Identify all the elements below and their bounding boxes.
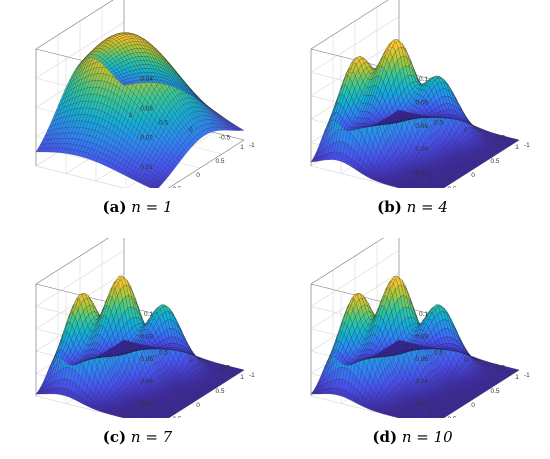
x-tick-label: 0: [196, 402, 200, 409]
surface-mesh: [310, 39, 520, 188]
z-tick-label: 0.06: [140, 356, 153, 363]
axis-box-edge: [35, 0, 114, 50]
surface-plot-d-svg: 00.020.040.060.080.1-1-0.500.51-1-0.500.…: [310, 238, 530, 418]
z-tick-label: 0.02: [140, 401, 153, 408]
z-tick-label: 0.01: [140, 164, 153, 171]
x-tick-label: -0.5: [445, 186, 457, 188]
surface-patch: [238, 369, 245, 372]
x-tick-label: 0.5: [215, 158, 224, 165]
y-tick-label: -0.5: [219, 135, 231, 142]
caption-a-text: n = 1: [126, 198, 173, 216]
x-tick-label: 0.5: [490, 158, 499, 165]
y-tick-label: 0: [189, 127, 193, 134]
y-tick-label: -0.5: [219, 365, 231, 372]
caption-a: (a) n = 1: [0, 198, 275, 216]
caption-a-letter: (a): [102, 198, 127, 216]
caption-b-letter: (b): [377, 198, 402, 216]
y-tick-label: -1: [524, 142, 530, 149]
z-tick-label: 0.08: [415, 99, 428, 106]
x-tick-label: -0.5: [170, 186, 182, 188]
y-tick-label: 0: [189, 357, 193, 364]
axis-box-edge: [35, 238, 109, 285]
surface-mesh: [35, 32, 245, 188]
z-tick-label: 0.1: [144, 311, 153, 318]
y-tick-label: 1: [129, 112, 133, 119]
z-tick-label: 0.08: [140, 333, 153, 340]
y-tick-label: 1: [404, 112, 408, 119]
x-tick-label: 0: [471, 172, 475, 179]
z-tick-label: 0.1: [419, 76, 428, 83]
surface-plot-b: 00.020.040.060.080.1-1-0.500.51-1-0.500.…: [275, 0, 550, 188]
y-tick-label: 0.5: [159, 120, 168, 127]
surface-patch: [238, 128, 245, 131]
surface-plot-a: 00.010.020.030.04-1-0.500.51-1-0.500.51: [0, 0, 275, 188]
surface-mesh: [35, 275, 245, 418]
axis-box-edge: [310, 0, 389, 50]
caption-c-text: n = 7: [126, 428, 173, 446]
y-tick-label: -0.5: [494, 135, 506, 142]
x-tick-label: 1: [240, 144, 244, 151]
caption-b-text: n = 4: [401, 198, 448, 216]
z-tick-label: 0.04: [415, 146, 428, 153]
caption-c-letter: (c): [102, 428, 127, 446]
surface-plot-c: 00.020.040.060.080.1-1-0.500.51-1-0.500.…: [0, 238, 275, 418]
x-tick-label: -0.5: [170, 416, 182, 418]
y-tick-label: 0: [464, 127, 468, 134]
x-tick-label: 1: [240, 374, 244, 381]
x-tick-label: 1: [515, 144, 519, 151]
z-tick-label: 0.04: [140, 378, 153, 385]
y-tick-label: -1: [249, 372, 255, 379]
x-axis-line: [168, 139, 245, 188]
z-tick-label: 0.03: [140, 105, 153, 112]
y-tick-label: 0.5: [434, 120, 443, 127]
caption-b: (b) n = 4: [275, 198, 550, 216]
caption-c: (c) n = 7: [0, 428, 275, 446]
y-tick-label: 0.5: [159, 350, 168, 357]
z-tick-label: 0.02: [140, 135, 153, 142]
surface-plot-b-svg: 00.020.040.060.080.1-1-0.500.51-1-0.500.…: [310, 0, 530, 188]
surface-plot-d: 00.020.040.060.080.1-1-0.500.51-1-0.500.…: [275, 238, 550, 418]
surface-plot-c-svg: 00.020.040.060.080.1-1-0.500.51-1-0.500.…: [35, 238, 255, 418]
z-tick-label: 0.06: [415, 123, 428, 130]
z-tick-label: 0.04: [140, 76, 153, 83]
x-tick-label: 0: [196, 172, 200, 179]
surface-plot-a-svg: 00.010.020.030.04-1-0.500.51-1-0.500.51: [35, 0, 255, 188]
surface-patch: [513, 139, 520, 142]
y-tick-label: 1: [129, 342, 133, 349]
x-tick-label: 0.5: [215, 388, 224, 395]
y-tick-label: -1: [249, 142, 255, 149]
z-tick-label: 0.02: [415, 170, 428, 177]
